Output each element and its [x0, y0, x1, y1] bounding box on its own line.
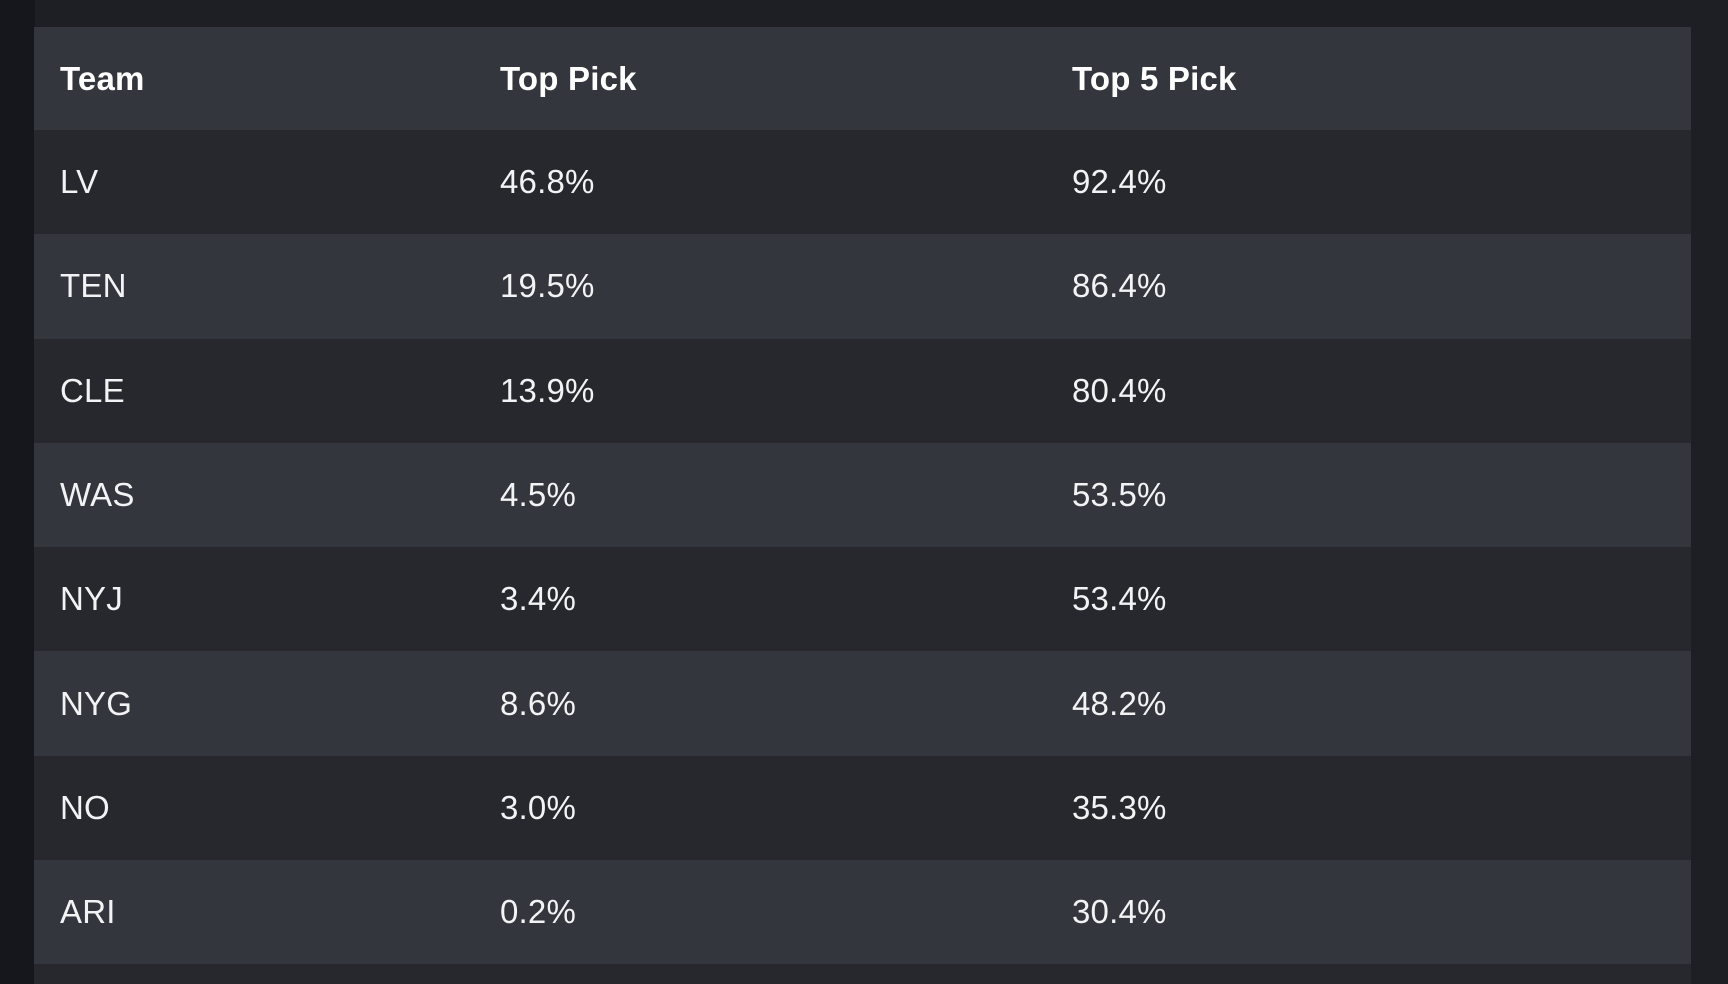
- table-row: ARI 0.2% 30.4%: [34, 860, 1691, 965]
- team-cell: TEN: [60, 267, 127, 305]
- table-header-row: Team Top Pick Top 5 Pick: [34, 27, 1691, 130]
- top5-pick-cell: 53.4%: [1072, 580, 1167, 618]
- top-pick-cell: 0.2%: [500, 893, 577, 931]
- table-row: NYJ 3.4% 53.4%: [34, 547, 1691, 652]
- column-header-top5-pick: Top 5 Pick: [1072, 59, 1237, 97]
- top5-pick-cell: 53.5%: [1072, 476, 1167, 514]
- table-row: NO 3.0% 35.3%: [34, 755, 1691, 861]
- page-left-margin-band: [0, 0, 35, 984]
- top5-pick-cell: 30.4%: [1072, 893, 1167, 931]
- table-row: TEN 19.5% 86.4%: [34, 234, 1691, 339]
- top-pick-cell: 3.4%: [500, 580, 577, 618]
- team-cell: ARI: [60, 893, 116, 931]
- top5-pick-cell: 92.4%: [1072, 163, 1167, 201]
- top-pick-cell: 3.0%: [500, 788, 577, 826]
- top-pick-cell: 13.9%: [500, 371, 595, 409]
- column-header-team: Team: [60, 59, 145, 97]
- team-cell: CLE: [60, 371, 125, 409]
- table-row-partially-visible: [34, 964, 1691, 984]
- top-pick-cell: 46.8%: [500, 163, 595, 201]
- top-pick-cell: 8.6%: [500, 684, 577, 722]
- table-row: NYG 8.6% 48.2%: [34, 651, 1691, 756]
- top5-pick-cell: 86.4%: [1072, 267, 1167, 305]
- top5-pick-cell: 80.4%: [1072, 371, 1167, 409]
- draft-odds-table: Team Top Pick Top 5 Pick LV 46.8% 92.4% …: [34, 27, 1691, 984]
- team-cell: NO: [60, 788, 110, 826]
- table-row: CLE 13.9% 80.4%: [34, 338, 1691, 443]
- top-pick-cell: 4.5%: [500, 476, 577, 514]
- column-header-top-pick: Top Pick: [500, 59, 637, 97]
- team-cell: LV: [60, 163, 99, 201]
- top5-pick-cell: 48.2%: [1072, 684, 1167, 722]
- top5-pick-cell: 35.3%: [1072, 788, 1167, 826]
- top-pick-cell: 19.5%: [500, 267, 595, 305]
- table-row: WAS 4.5% 53.5%: [34, 442, 1691, 548]
- team-cell: NYG: [60, 684, 133, 722]
- table-row: LV 46.8% 92.4%: [34, 130, 1691, 235]
- team-cell: NYJ: [60, 580, 123, 618]
- team-cell: WAS: [60, 476, 135, 514]
